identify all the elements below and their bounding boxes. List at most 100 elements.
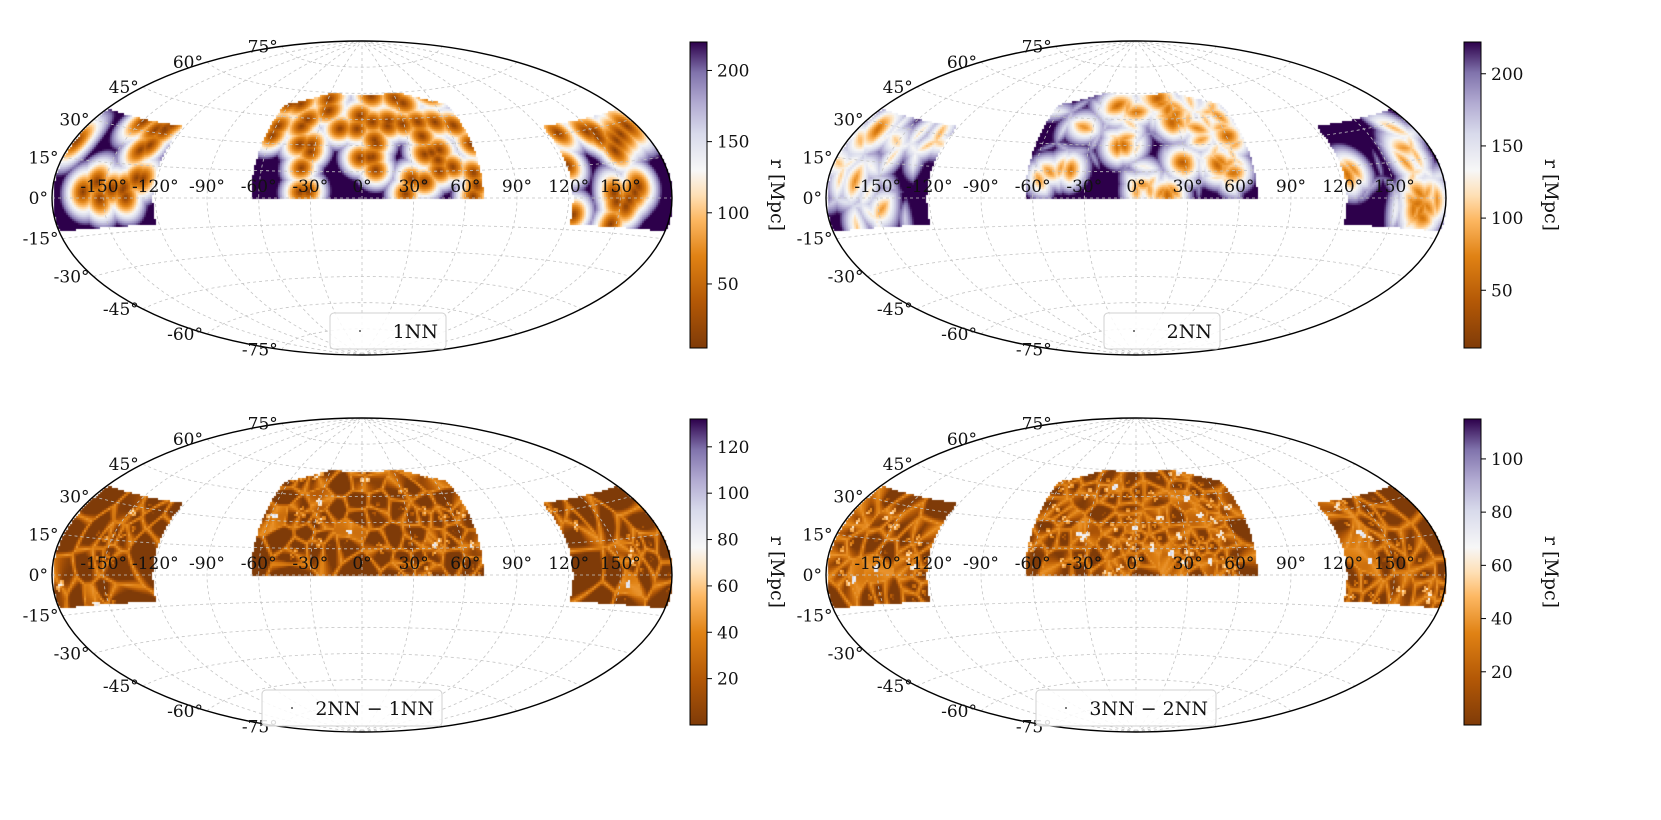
parallel-line [93, 119, 631, 147]
legend-box [261, 689, 443, 727]
parallel-line [867, 119, 1405, 147]
panel-3: -150° -120° -90° -60° -30° 0° 30° 60° 90° 120° 150… [23, 414, 788, 737]
meridian-line [980, 40, 1137, 356]
lon-tick-label: 120° [1322, 177, 1363, 197]
lat-tick-label: 0° [803, 566, 822, 586]
parallel-line [206, 302, 518, 335]
lon-tick-label: -90° [963, 177, 999, 197]
parallel-line [62, 157, 662, 173]
lon-tick-label: 90° [1276, 554, 1306, 574]
parallel-line [62, 600, 662, 616]
lat-tick-label: 30° [833, 488, 863, 508]
parallel-line [916, 463, 1356, 497]
colorbar-label: r [Mpc] [1540, 536, 1562, 608]
map-frame [825, 40, 1447, 356]
colorbar-tick-label: 120 [717, 438, 749, 458]
legend-label: 2NN − 1NN [315, 698, 434, 720]
colorbar-tick-label: 50 [717, 275, 739, 295]
lat-tick-label: 15° [28, 148, 58, 168]
parallel-line [93, 496, 631, 524]
lat-tick-label: -45° [877, 677, 913, 697]
parallel-line [867, 626, 1405, 654]
lon-tick-label: -150° [80, 554, 127, 574]
lon-tick-label: 120° [548, 177, 589, 197]
panel-2: -150° -120° -90° -60° -30° 0° 30° 60° 90° 120° 150… [797, 37, 1562, 360]
lat-tick-label: 60° [173, 53, 203, 73]
lat-tick-label: 75° [1022, 414, 1052, 434]
lat-tick-label: 75° [1022, 37, 1052, 57]
colorbar-label: r [Mpc] [766, 536, 788, 608]
parallel-line [62, 534, 662, 550]
lat-tick-label: -75° [242, 341, 278, 361]
lat-tick-label: 60° [173, 430, 203, 450]
lat-tick-label: -60° [941, 325, 977, 345]
lat-tick-label: 45° [109, 78, 139, 98]
lat-tick-label: 15° [802, 148, 832, 168]
lon-tick-label: -150° [854, 554, 901, 574]
colorbar-tick-label: 100 [717, 484, 749, 504]
lon-tick-label: 60° [1224, 554, 1254, 574]
colorbar [689, 41, 708, 349]
lat-tick-label: -15° [797, 230, 833, 250]
parallel-line [836, 534, 1436, 550]
parallel-line [93, 626, 631, 654]
parallel-line [93, 249, 631, 277]
legend-box [1103, 312, 1221, 350]
colorbar-tick-label: 40 [1491, 610, 1513, 630]
parallel-line [867, 249, 1405, 277]
lat-tick-label: 30° [59, 111, 89, 131]
colorbar-tick-label: 40 [717, 623, 739, 643]
lon-tick-label: -90° [963, 554, 999, 574]
meridian-line [980, 417, 1137, 733]
lat-tick-label: -15° [23, 607, 59, 627]
parallel-line [206, 679, 518, 712]
lon-tick-label: -90° [189, 177, 225, 197]
parallel-line [206, 438, 518, 471]
colorbar-tick-label: 60 [717, 577, 739, 597]
meridian-line [206, 417, 363, 733]
lon-tick-label: 120° [548, 554, 589, 574]
parallel-line [142, 86, 582, 120]
meridian-line [206, 40, 363, 356]
colorbar-tick-label: 100 [1491, 450, 1523, 470]
lon-tick-label: -150° [80, 177, 127, 197]
lon-tick-label: 90° [502, 177, 532, 197]
colorbar-tick-label: 150 [717, 133, 749, 153]
colorbar-tick-label: 100 [717, 204, 749, 224]
lat-tick-label: -15° [797, 607, 833, 627]
lat-tick-label: -45° [877, 300, 913, 320]
colorbar-tick-label: 200 [717, 61, 749, 81]
parallel-line [206, 61, 518, 94]
panel-4: -150° -120° -90° -60° -30° 0° 30° 60° 90° 120° 150… [797, 414, 1562, 737]
lat-tick-label: 45° [109, 455, 139, 475]
lat-tick-label: 15° [802, 525, 832, 545]
lat-tick-label: 15° [28, 525, 58, 545]
lon-tick-label: 30° [1173, 177, 1203, 197]
lat-tick-label: 0° [29, 189, 48, 209]
colorbar-tick-label: 80 [1491, 503, 1513, 523]
legend-marker [291, 707, 293, 709]
colorbar-tick-label: 50 [1491, 281, 1513, 301]
lon-tick-label: -120° [906, 177, 953, 197]
legend-marker [1133, 330, 1135, 332]
colorbar-label: r [Mpc] [766, 159, 788, 231]
legend-marker [1065, 707, 1067, 709]
colorbar-label: r [Mpc] [1540, 159, 1562, 231]
lat-tick-label: 30° [833, 111, 863, 131]
lat-tick-label: 0° [803, 189, 822, 209]
lat-tick-label: 0° [29, 566, 48, 586]
lon-tick-label: -30° [292, 177, 328, 197]
lat-tick-label: -30° [54, 645, 90, 665]
parallel-line [916, 276, 1356, 310]
lon-tick-label: 150° [600, 554, 641, 574]
colorbar [1463, 41, 1482, 349]
lon-tick-label: -30° [292, 554, 328, 574]
parallel-line [980, 302, 1292, 335]
lon-tick-label: 30° [399, 177, 429, 197]
legend-marker [359, 330, 361, 332]
parallel-line [62, 223, 662, 239]
lon-tick-label: -60° [241, 177, 277, 197]
lat-tick-label: -45° [103, 677, 139, 697]
parallel-line [836, 223, 1436, 239]
